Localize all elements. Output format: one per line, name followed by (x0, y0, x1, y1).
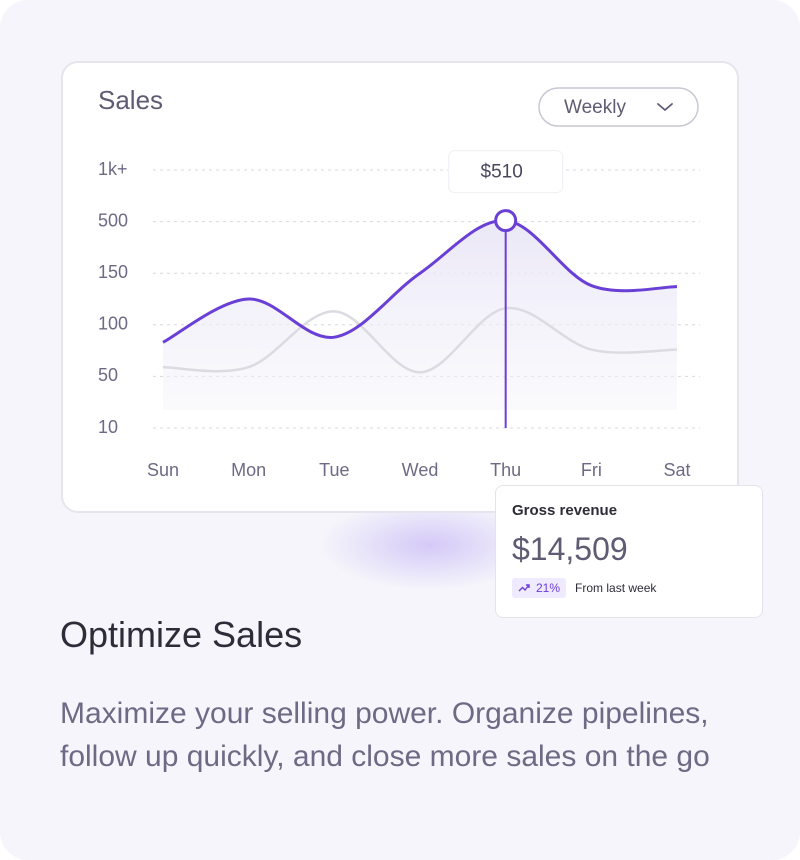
y-tick-label: 10 (98, 417, 118, 437)
x-tick-label: Sat (663, 460, 690, 480)
y-tick-label: 150 (98, 262, 128, 282)
chart-card (61, 61, 739, 513)
revenue-value: $14,509 (512, 531, 628, 567)
x-tick-label: Fri (581, 460, 602, 480)
glow (320, 500, 540, 590)
x-tick-label: Mon (231, 460, 266, 480)
change-note: From last week (575, 581, 657, 595)
x-tick-label: Sun (147, 460, 179, 480)
tooltip-box (448, 150, 564, 194)
y-tick-label: 100 (98, 314, 128, 334)
revenue-card: Gross revenue $14,509 21% From last week (495, 485, 763, 618)
description: Maximize your selling power. Organize pi… (60, 697, 710, 773)
change-value: 21% (536, 581, 561, 595)
trend-icon (518, 584, 530, 592)
x-tick-label: Wed (402, 460, 439, 480)
heading: Optimize Sales (60, 614, 303, 655)
chart-title: Sales (98, 85, 163, 115)
dropdown-chevron[interactable] (657, 103, 673, 112)
series-line (162, 306, 678, 374)
y-tick-label: 500 (98, 210, 128, 230)
x-tick-label: Tue (319, 460, 349, 480)
area-fill (163, 220, 677, 410)
y-tick-label: 1k+ (98, 159, 128, 179)
dropdown-label[interactable]: Weekly (564, 97, 626, 118)
revenue-change-row: 21% From last week (512, 578, 746, 598)
plot: 10 50 100 150 500 1k+ Sun Mon Tue Wed Thu Fri Sat $51… (98, 150, 700, 480)
change-badge: 21% (512, 578, 567, 598)
x-tick-label: Thu (490, 460, 521, 480)
period-dropdown[interactable] (538, 87, 699, 127)
y-tick-label: 50 (98, 365, 118, 385)
point-marker (494, 209, 518, 233)
revenue-title: Gross revenue (512, 502, 618, 519)
series-line (162, 219, 678, 344)
tooltip-label: $510 (481, 162, 523, 183)
